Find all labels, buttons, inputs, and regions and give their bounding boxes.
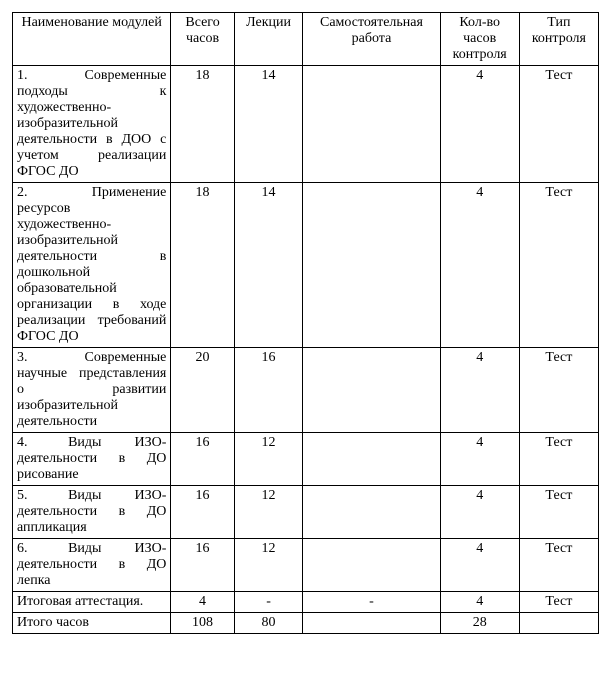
cell-type: Тест <box>519 348 598 433</box>
cell-lec: 16 <box>234 348 303 433</box>
cell-type <box>519 613 598 634</box>
col-header-type: Тип контроля <box>519 13 598 66</box>
col-header-total: Всего часов <box>171 13 234 66</box>
cell-name: 2. Применение ресурсов художественно-изо… <box>13 183 171 348</box>
table-row: 2. Применение ресурсов художественно-изо… <box>13 183 599 348</box>
cell-type: Тест <box>519 539 598 592</box>
col-header-self: Самостоятельная работа <box>303 13 440 66</box>
cell-name: 6. Виды ИЗО-деятельности в ДО лепка <box>13 539 171 592</box>
table-footer-row: Итоговая аттестация.4--4Тест <box>13 592 599 613</box>
cell-total: 18 <box>171 66 234 183</box>
cell-total: 16 <box>171 433 234 486</box>
table-row: 1. Современные подходы к художественно-и… <box>13 66 599 183</box>
cell-lec: 80 <box>234 613 303 634</box>
cell-total: 16 <box>171 486 234 539</box>
cell-lec: 14 <box>234 66 303 183</box>
table-header-row: Наименование модулей Всего часов Лекции … <box>13 13 599 66</box>
cell-ctrl: 4 <box>440 592 519 613</box>
table-row: 4. Виды ИЗО-деятельности в ДО рисование1… <box>13 433 599 486</box>
cell-self <box>303 613 440 634</box>
cell-total: 16 <box>171 539 234 592</box>
cell-lec: 12 <box>234 486 303 539</box>
cell-total: 18 <box>171 183 234 348</box>
cell-type: Тест <box>519 592 598 613</box>
cell-name: 5. Виды ИЗО-деятельности в ДО аппликация <box>13 486 171 539</box>
cell-self <box>303 539 440 592</box>
modules-table: Наименование модулей Всего часов Лекции … <box>12 12 599 634</box>
cell-lec: 14 <box>234 183 303 348</box>
cell-type: Тест <box>519 66 598 183</box>
cell-ctrl: 4 <box>440 66 519 183</box>
cell-self <box>303 433 440 486</box>
cell-lec: 12 <box>234 539 303 592</box>
table-row: 5. Виды ИЗО-деятельности в ДО аппликация… <box>13 486 599 539</box>
cell-self <box>303 486 440 539</box>
cell-ctrl: 4 <box>440 433 519 486</box>
table-footer-row: Итого часов10880 28 <box>13 613 599 634</box>
cell-ctrl: 4 <box>440 486 519 539</box>
col-header-lec: Лекции <box>234 13 303 66</box>
cell-name: 4. Виды ИЗО-деятельности в ДО рисование <box>13 433 171 486</box>
cell-total: 20 <box>171 348 234 433</box>
col-header-name: Наименование модулей <box>13 13 171 66</box>
cell-self: - <box>303 592 440 613</box>
cell-ctrl: 28 <box>440 613 519 634</box>
cell-type: Тест <box>519 183 598 348</box>
cell-ctrl: 4 <box>440 348 519 433</box>
cell-total: 4 <box>171 592 234 613</box>
col-header-ctrl: Кол-во часов контроля <box>440 13 519 66</box>
cell-self <box>303 348 440 433</box>
cell-lec: - <box>234 592 303 613</box>
table-body: 1. Современные подходы к художественно-и… <box>13 66 599 634</box>
cell-ctrl: 4 <box>440 183 519 348</box>
cell-name: 1. Современные подходы к художественно-и… <box>13 66 171 183</box>
cell-type: Тест <box>519 486 598 539</box>
cell-self <box>303 183 440 348</box>
table-row: 3. Современные научные представления о р… <box>13 348 599 433</box>
cell-lec: 12 <box>234 433 303 486</box>
cell-name: Итого часов <box>13 613 171 634</box>
cell-type: Тест <box>519 433 598 486</box>
cell-ctrl: 4 <box>440 539 519 592</box>
cell-name: 3. Современные научные представления о р… <box>13 348 171 433</box>
cell-self <box>303 66 440 183</box>
cell-total: 108 <box>171 613 234 634</box>
table-row: 6. Виды ИЗО-деятельности в ДО лепка1612 4… <box>13 539 599 592</box>
cell-name: Итоговая аттестация. <box>13 592 171 613</box>
